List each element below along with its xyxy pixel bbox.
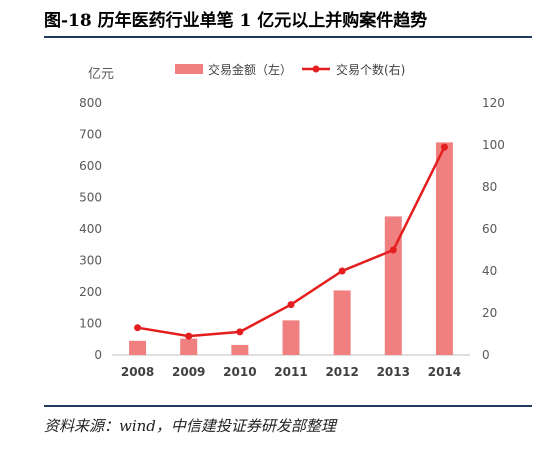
y-right-tick-label: 80	[482, 180, 497, 194]
bar-amount-2010	[231, 344, 249, 355]
y-left-tick-label: 400	[79, 222, 102, 236]
x-tick-label: 2009	[172, 365, 205, 379]
point-count-2010	[236, 328, 244, 336]
y-left-tick-label: 700	[79, 128, 102, 142]
y-left-tick-label: 200	[79, 285, 102, 299]
point-count-2014	[440, 143, 448, 151]
x-tick-label: 2008	[121, 365, 154, 379]
legend-marker-count	[312, 65, 320, 73]
y-left-unit-label: 亿元	[88, 67, 114, 82]
y-right-tick-label: 40	[482, 264, 497, 278]
point-count-2009	[185, 332, 193, 340]
y-right-ticks: 0 20 40 60 80 100 120	[482, 96, 505, 362]
legend: 交易金额（左） 交易个数(右)	[175, 62, 405, 77]
source-note: 资料来源：wind，中信建投证券研发部整理	[44, 417, 336, 435]
bar-amount-2011	[282, 320, 300, 355]
y-left-tick-label: 500	[79, 191, 102, 205]
legend-label-amount: 交易金额（左）	[208, 62, 292, 77]
chart-title: 图-18 历年医药行业单笔 1 亿元以上并购案件趋势	[44, 11, 428, 31]
bar-series-amount	[129, 142, 453, 355]
x-ticks: 2008 2009 2010 2011 2012 2013 2014	[121, 365, 461, 379]
y-right-tick-label: 20	[482, 306, 497, 320]
x-tick-label: 2012	[325, 365, 358, 379]
bar-amount-2008	[129, 340, 147, 355]
y-right-tick-label: 0	[482, 348, 490, 362]
y-left-tick-label: 800	[79, 96, 102, 110]
bar-amount-2009	[180, 338, 198, 355]
x-tick-label: 2014	[428, 365, 461, 379]
y-left-tick-label: 100	[79, 317, 102, 331]
line-series-count	[134, 143, 448, 340]
y-right-tick-label: 100	[482, 138, 505, 152]
point-count-2011	[287, 301, 295, 309]
legend-swatch-amount	[175, 64, 203, 74]
y-left-tick-label: 600	[79, 159, 102, 173]
y-left-tick-label: 0	[94, 348, 102, 362]
legend-label-count: 交易个数(右)	[336, 62, 405, 77]
point-count-2012	[338, 267, 346, 275]
x-tick-label: 2011	[274, 365, 307, 379]
bar-amount-2014	[435, 142, 453, 355]
bar-amount-2012	[333, 290, 351, 355]
x-tick-label: 2010	[223, 365, 256, 379]
y-left-tick-label: 300	[79, 254, 102, 268]
source-rule	[44, 405, 532, 407]
y-left-ticks: 0 100 200 300 400 500 600 700 800	[79, 96, 102, 362]
point-count-2008	[134, 324, 142, 332]
y-right-tick-label: 120	[482, 96, 505, 110]
title-rule	[44, 36, 532, 38]
point-count-2013	[389, 246, 397, 254]
y-right-tick-label: 60	[482, 222, 497, 236]
x-tick-label: 2013	[377, 365, 410, 379]
